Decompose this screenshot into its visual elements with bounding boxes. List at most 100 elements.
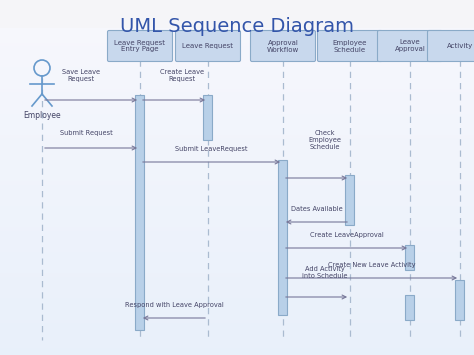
Bar	[0, 185, 474, 189]
Bar	[456, 280, 465, 320]
Bar	[0, 192, 474, 196]
Bar	[0, 85, 474, 90]
Bar	[0, 4, 474, 8]
Bar	[0, 128, 474, 132]
Bar	[0, 341, 474, 345]
Bar	[136, 95, 145, 330]
Bar	[0, 248, 474, 253]
Bar	[0, 170, 474, 175]
Bar	[0, 263, 474, 267]
Bar	[0, 103, 474, 108]
Bar	[0, 330, 474, 335]
Text: Leave
Approval: Leave Approval	[394, 39, 426, 53]
Bar	[0, 32, 474, 37]
Text: Dates Available: Dates Available	[291, 206, 342, 212]
Bar	[0, 78, 474, 83]
Bar	[0, 195, 474, 200]
FancyBboxPatch shape	[175, 31, 240, 61]
Bar	[0, 277, 474, 282]
Text: Submit LeaveRequest: Submit LeaveRequest	[175, 146, 248, 152]
Text: Employee: Employee	[23, 111, 61, 120]
Bar	[0, 14, 474, 19]
Bar	[0, 50, 474, 54]
Bar	[0, 167, 474, 171]
Bar	[0, 213, 474, 218]
Bar	[0, 46, 474, 51]
Text: Leave Request
Entry Page: Leave Request Entry Page	[115, 39, 165, 53]
Bar	[0, 0, 474, 5]
Bar	[0, 142, 474, 147]
Bar	[0, 153, 474, 157]
FancyBboxPatch shape	[428, 31, 474, 61]
Bar	[0, 316, 474, 321]
Bar	[0, 99, 474, 104]
FancyBboxPatch shape	[377, 31, 443, 61]
Bar	[0, 234, 474, 239]
Bar	[0, 291, 474, 296]
Bar	[0, 106, 474, 111]
Bar	[0, 334, 474, 338]
FancyBboxPatch shape	[318, 31, 383, 61]
Bar	[0, 259, 474, 264]
Bar	[203, 95, 212, 140]
Bar	[346, 175, 355, 225]
Bar	[279, 160, 288, 315]
Bar	[0, 302, 474, 306]
Bar	[0, 11, 474, 15]
Bar	[0, 36, 474, 40]
Text: Activity: Activity	[447, 43, 473, 49]
Bar	[0, 309, 474, 313]
Bar	[0, 39, 474, 44]
Bar	[0, 323, 474, 328]
Bar	[0, 75, 474, 79]
Text: Submit Request: Submit Request	[60, 130, 112, 136]
Bar	[0, 57, 474, 61]
Text: UML Sequence Diagram: UML Sequence Diagram	[120, 17, 354, 36]
Bar	[0, 53, 474, 58]
Bar	[0, 280, 474, 285]
Bar	[0, 206, 474, 211]
Bar	[0, 351, 474, 355]
Bar	[0, 92, 474, 97]
Bar	[0, 220, 474, 225]
Text: Respond with Leave Approval: Respond with Leave Approval	[125, 302, 223, 308]
Bar	[405, 295, 414, 320]
Bar	[0, 266, 474, 271]
Bar	[0, 160, 474, 164]
Bar	[0, 202, 474, 207]
Bar	[0, 117, 474, 122]
FancyBboxPatch shape	[108, 31, 173, 61]
Bar	[0, 178, 474, 182]
Bar	[0, 114, 474, 118]
Text: Add Activity
into Schedule: Add Activity into Schedule	[302, 266, 347, 279]
Bar	[0, 124, 474, 129]
Bar	[0, 146, 474, 150]
Bar	[0, 238, 474, 242]
Bar	[0, 64, 474, 69]
Bar	[0, 227, 474, 232]
Text: Check
Employee
Schedule: Check Employee Schedule	[308, 130, 341, 150]
Bar	[0, 67, 474, 72]
Text: Approval
Workflow: Approval Workflow	[267, 39, 299, 53]
FancyBboxPatch shape	[250, 31, 316, 61]
Bar	[0, 199, 474, 203]
Bar	[0, 18, 474, 22]
Bar	[0, 25, 474, 29]
Bar	[0, 60, 474, 65]
Bar	[0, 320, 474, 324]
Bar	[0, 270, 474, 274]
Bar	[0, 337, 474, 342]
Bar	[0, 21, 474, 26]
Bar	[0, 174, 474, 179]
Bar	[0, 273, 474, 278]
Bar	[0, 284, 474, 289]
Text: Leave Request: Leave Request	[182, 43, 234, 49]
Bar	[0, 149, 474, 154]
Bar	[0, 181, 474, 186]
Bar	[0, 121, 474, 125]
Bar	[0, 224, 474, 228]
Bar	[405, 245, 414, 270]
Text: Create Leave
Request: Create Leave Request	[160, 69, 204, 82]
Bar	[0, 231, 474, 235]
Bar	[0, 156, 474, 161]
